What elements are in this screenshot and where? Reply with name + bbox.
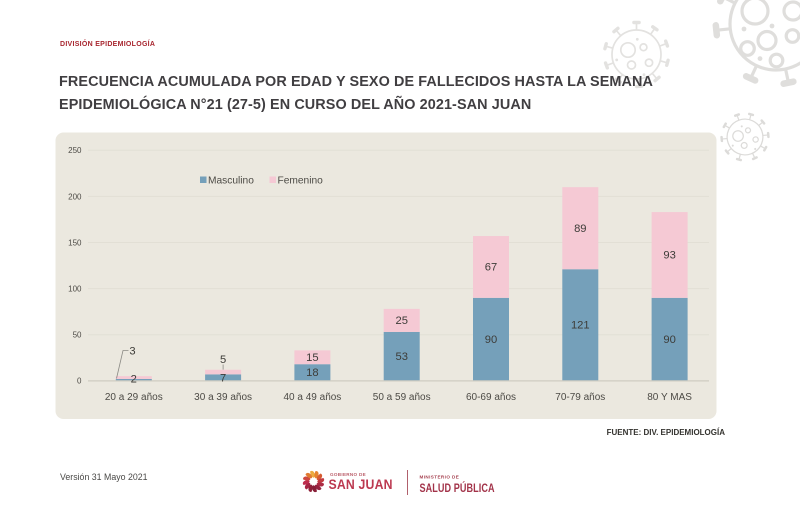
svg-text:15: 15: [306, 352, 318, 364]
svg-text:5: 5: [220, 354, 226, 366]
svg-text:Femenino: Femenino: [278, 176, 324, 187]
svg-text:7: 7: [220, 372, 226, 384]
svg-text:53: 53: [395, 351, 407, 363]
svg-text:18: 18: [306, 367, 318, 379]
svg-text:MINISTERIO DE: MINISTERIO DE: [420, 475, 460, 480]
svg-text:50: 50: [73, 331, 82, 340]
svg-text:0: 0: [77, 377, 82, 386]
svg-text:25: 25: [395, 315, 407, 327]
svg-text:70-79 años: 70-79 años: [555, 392, 605, 403]
svg-text:121: 121: [571, 320, 590, 332]
svg-text:100: 100: [68, 285, 82, 294]
svg-text:67: 67: [485, 262, 497, 274]
svg-text:90: 90: [485, 334, 497, 346]
svg-text:GOBIERNO DE: GOBIERNO DE: [330, 472, 366, 477]
svg-text:80 Y MAS: 80 Y MAS: [647, 392, 692, 403]
svg-text:200: 200: [68, 192, 82, 201]
svg-text:89: 89: [574, 223, 586, 235]
svg-text:2: 2: [131, 374, 137, 386]
svg-text:150: 150: [68, 238, 82, 247]
svg-text:40 a 49 años: 40 a 49 años: [283, 392, 341, 403]
svg-text:20 a 29 años: 20 a 29 años: [105, 392, 163, 403]
svg-text:60-69 años: 60-69 años: [466, 392, 516, 403]
svg-text:Masculino: Masculino: [208, 176, 254, 187]
svg-text:30 a 39 años: 30 a 39 años: [194, 392, 252, 403]
svg-text:SAN JUAN: SAN JUAN: [328, 476, 392, 492]
svg-text:93: 93: [663, 250, 675, 262]
svg-text:SALUD PÚBLICA: SALUD PÚBLICA: [420, 481, 495, 496]
svg-text:90: 90: [663, 334, 675, 346]
svg-text:250: 250: [68, 146, 82, 155]
svg-text:50 a 59 años: 50 a 59 años: [373, 392, 431, 403]
svg-text:3: 3: [129, 346, 135, 358]
